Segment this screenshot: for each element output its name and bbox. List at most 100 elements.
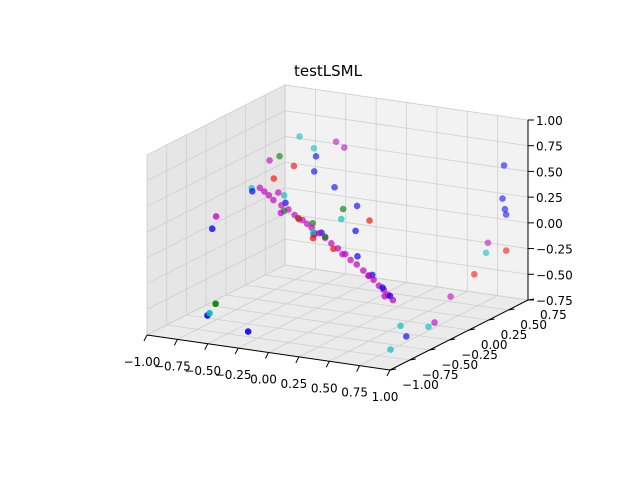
point-red [502,247,510,254]
point-cyan [482,249,490,257]
chart-title: testLSML [294,62,362,80]
grid-line-x [207,273,346,345]
point-blue [354,253,361,260]
point-magenta [360,267,367,274]
y-tick-label: −0.50 [441,358,478,372]
point-cyan [280,192,288,199]
point-blue [500,162,508,169]
x-tick-label: 0.75 [341,386,368,400]
x-tick-label: 1.00 [372,390,399,404]
grid-line-x [177,269,316,340]
point-blue [312,153,320,160]
point-blue [499,195,506,202]
grid-line-z [146,110,286,182]
point-blue [502,211,510,218]
grid-line-z [146,187,286,259]
point-magenta [340,144,348,151]
y-tick-mark [488,318,495,321]
y-tick-label: 0.50 [520,318,547,332]
point-magenta [315,230,323,237]
x-tick-mark [173,339,178,346]
grid-line-x [237,277,377,349]
y-tick-label: 0.25 [501,328,528,342]
point-blue [331,183,338,191]
x-tick-label: 0.50 [311,381,338,395]
grid-line-z [284,161,529,198]
point-cyan [206,309,213,317]
point-green [276,152,283,160]
point-magenta [347,256,354,264]
point-magenta [334,245,342,252]
grid-line-y [186,314,430,351]
y-tick-mark [508,308,515,311]
point-cyan [337,215,345,223]
point-cyan [387,346,394,353]
x-tick-mark [143,334,148,342]
point-cyan [309,229,317,237]
point-green [212,300,219,308]
point-magenta [389,296,397,304]
z-tick-label: 0.00 [536,217,563,231]
y-tick-label: −1.00 [402,378,439,392]
point-magenta [275,189,282,196]
point-green [339,205,347,213]
z-tick-label: −0.75 [536,294,573,308]
y-tick-mark [429,348,436,351]
point-cyan [397,322,404,330]
y-tick-mark [449,338,456,341]
point-magenta [277,209,285,217]
grid-line-y [166,324,410,361]
y-tick-mark [409,358,416,361]
point-magenta [353,261,361,268]
z-tick-label: 0.50 [536,165,563,179]
z-tick-label: −0.25 [536,243,573,257]
x-tick-mark [356,365,361,372]
point-red [290,162,298,170]
y-tick-mark [468,328,475,331]
x-tick-mark [234,347,239,355]
point-magenta [212,213,220,220]
point-green [321,233,329,241]
x-tick-mark [204,343,209,350]
x-tick-label: −1.00 [124,355,161,369]
point-blue [352,227,359,235]
y-tick-label: −0.75 [422,368,459,382]
z-tick-label: 1.00 [536,114,563,128]
point-red [470,270,478,278]
point-blue [353,202,361,210]
grid-line-y [245,284,489,321]
grid-line-z [146,264,286,336]
grid-line-z [146,161,286,233]
point-blue [248,188,256,195]
point-magenta [261,188,268,195]
z-tick-label: 0.75 [536,140,563,154]
y-axis-line [389,299,529,371]
point-magenta [291,211,298,219]
grid-line-z [284,110,529,147]
point-blue [501,205,509,213]
point-magenta [265,191,273,199]
y-tick-label: −0.25 [461,348,498,362]
point-magenta [370,276,377,284]
point-magenta [341,250,349,258]
grid-line-z [284,84,529,121]
point-magenta [365,272,372,279]
x-tick-label: 0.00 [250,373,277,387]
grid-line-z [284,264,529,301]
y-tick-mark [389,368,397,371]
y-tick-label: 0.00 [481,338,508,352]
x-tick-mark [295,356,300,364]
point-magenta [278,202,285,209]
point-cyan [310,144,318,152]
point-magenta [285,206,292,213]
z-tick-label: 0.25 [536,191,563,205]
point-magenta [431,319,438,326]
grid-line-z [284,136,529,172]
point-magenta [308,224,315,231]
point-magenta [484,239,492,247]
point-magenta [447,293,454,300]
point-blue [310,168,318,175]
z-tick-label: −0.50 [536,268,573,282]
x-tick-label: −0.75 [154,359,191,373]
